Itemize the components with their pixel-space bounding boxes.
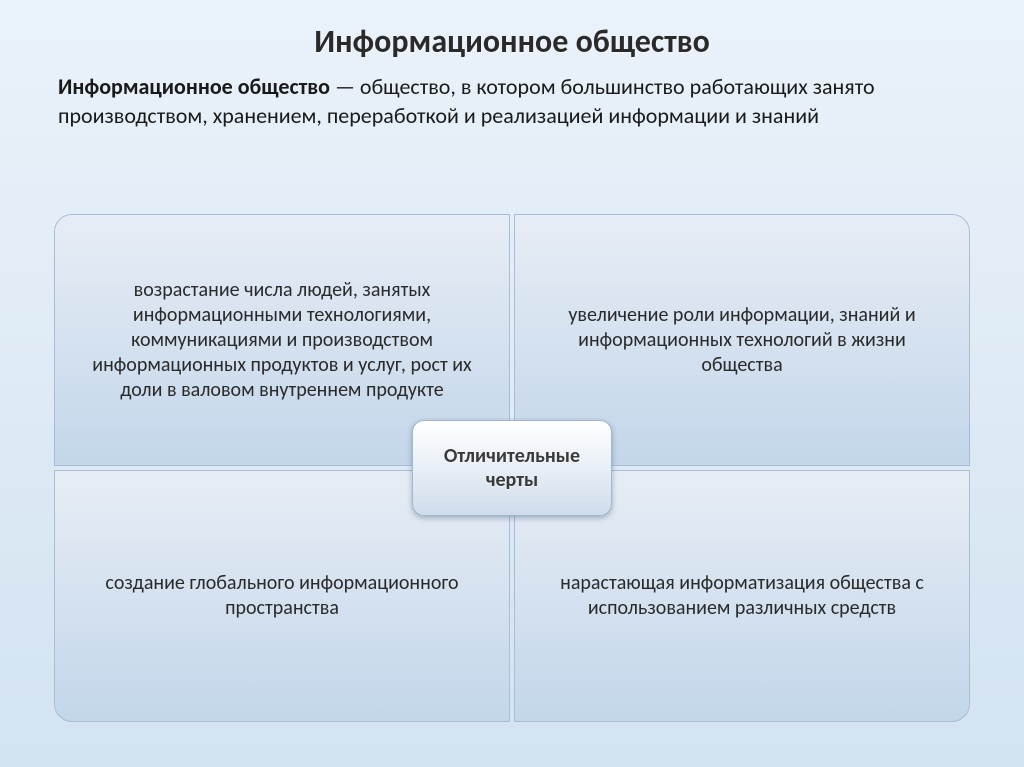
center-label-box: Отличительные черты	[412, 420, 612, 516]
slide-title: Информационное общество	[0, 0, 1024, 61]
definition-term: Информационное общество	[58, 73, 330, 100]
quad-matrix: возрастание числа людей, занятых информа…	[54, 214, 972, 724]
definition-text: Информационное общество — общество, в ко…	[0, 61, 1024, 130]
